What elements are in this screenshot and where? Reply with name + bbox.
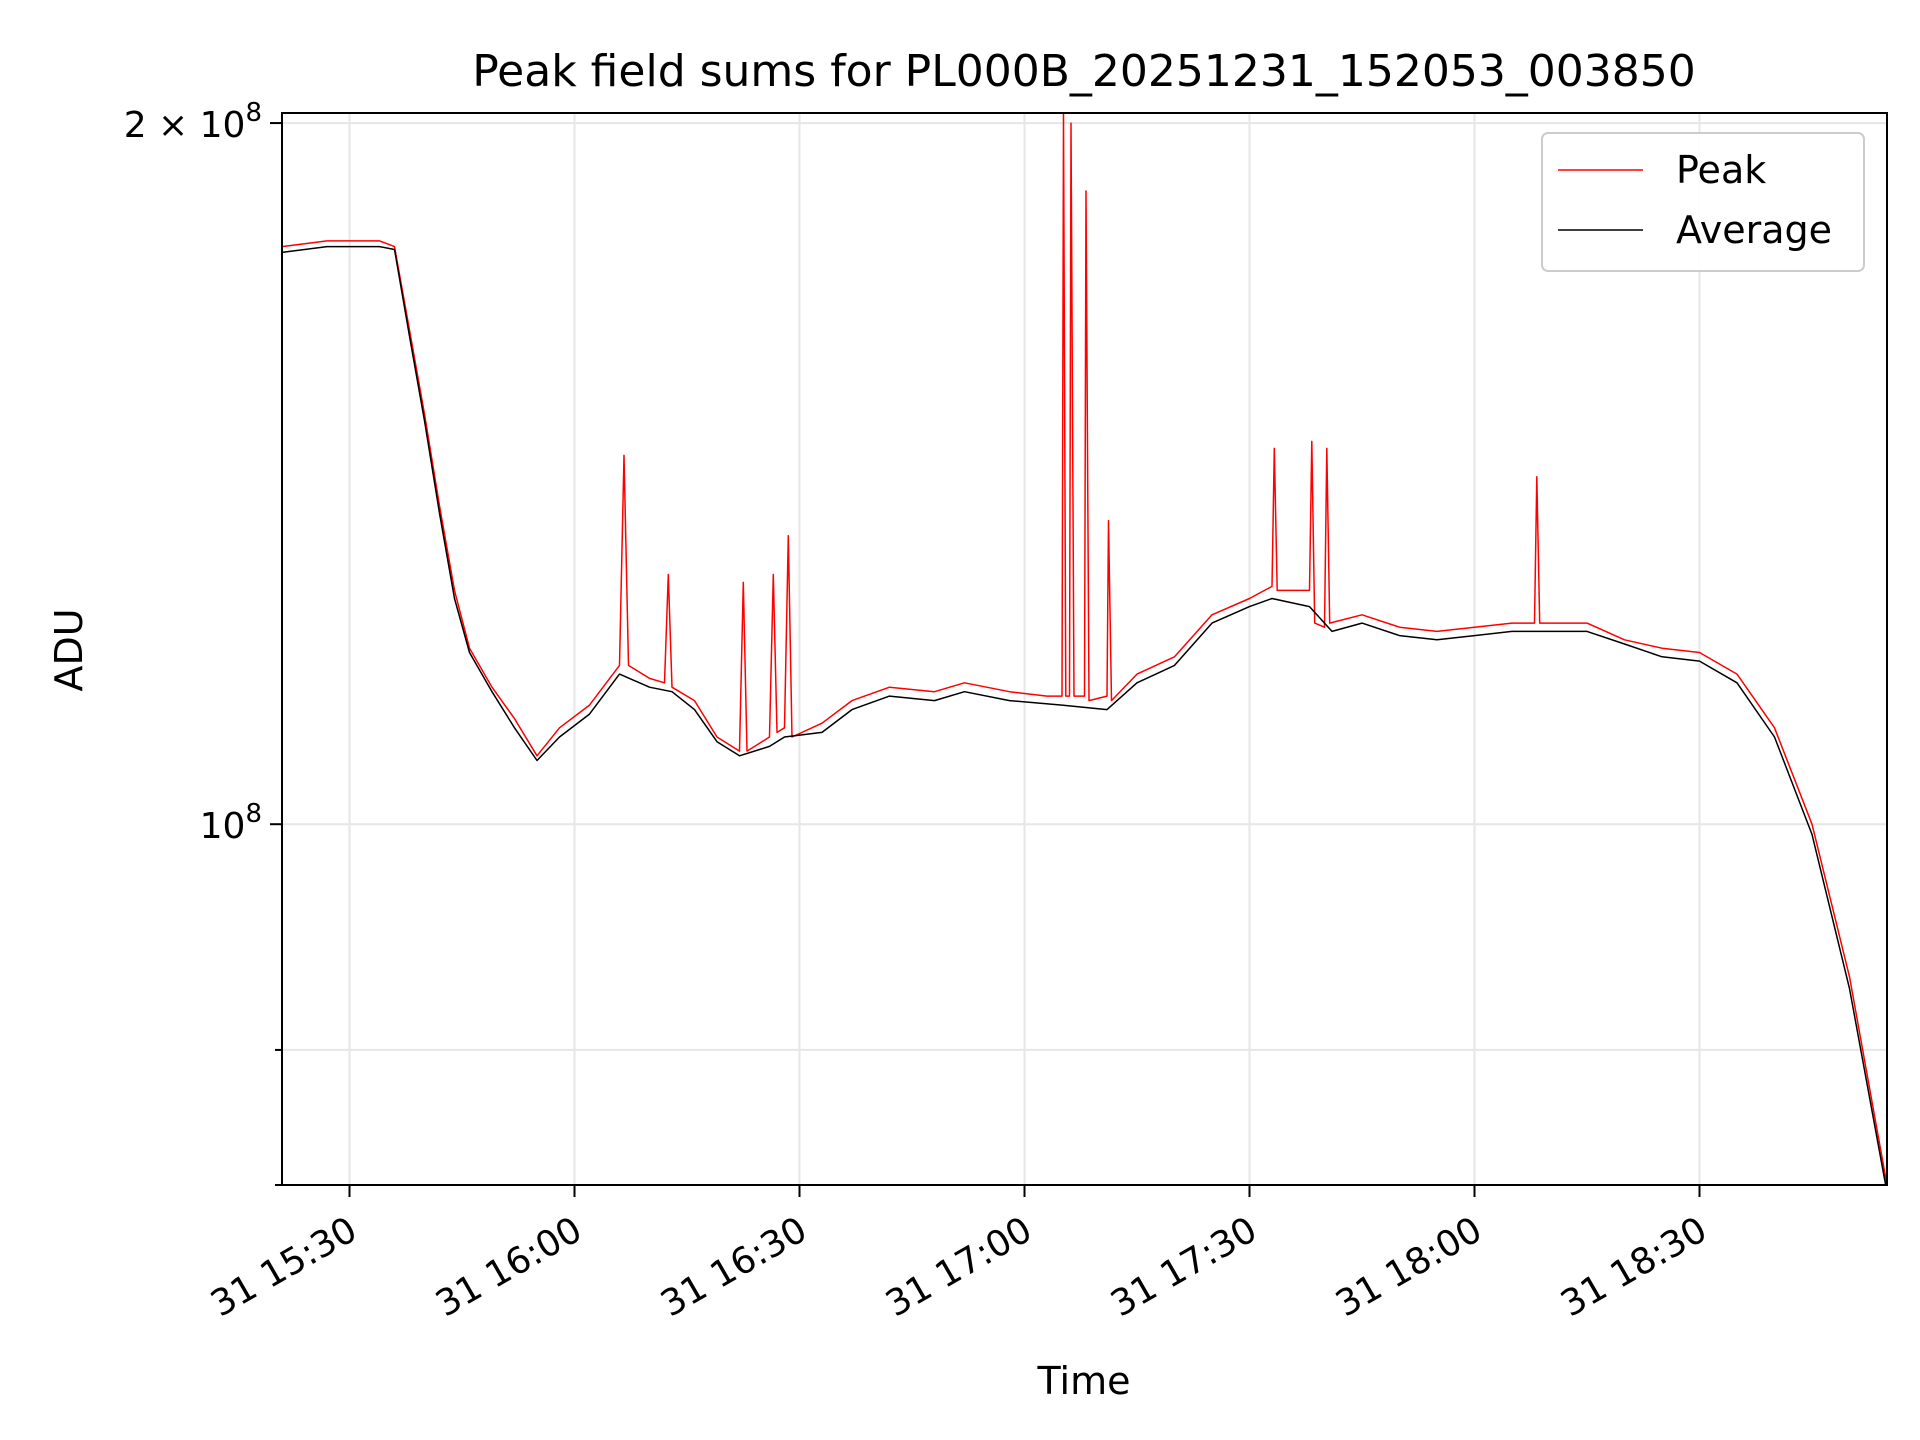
series-line-average (282, 245, 1887, 1185)
plot-frame (281, 112, 1888, 1186)
x-tick-label: 31 15:30 (204, 1209, 364, 1325)
series-layer (282, 113, 1887, 1185)
y-tick-label: 2 × 108 (124, 98, 262, 146)
x-tick-label: 31 18:00 (1329, 1209, 1489, 1325)
x-tick-label: 31 16:30 (654, 1209, 814, 1325)
x-tick-label: 31 17:30 (1104, 1209, 1264, 1325)
legend-label-peak: Peak (1676, 148, 1766, 192)
chart-title: Peak field sums for PL000B_20251231_1520… (472, 46, 1696, 97)
series-line-peak (282, 113, 1887, 1185)
x-tick-label: 31 16:00 (429, 1209, 589, 1325)
y-axis: 108 2 × 108 (124, 98, 282, 1186)
legend: Peak Average (1541, 132, 1865, 272)
x-axis: 31 15:30 31 16:00 31 16:30 31 17:00 31 17:30… (204, 1185, 1714, 1325)
legend-box (1541, 132, 1865, 272)
x-axis-label: Time (1037, 1359, 1131, 1403)
legend-label-average: Average (1676, 208, 1832, 252)
x-tick-label: 31 17:00 (879, 1209, 1039, 1325)
y-tick-label: 108 (200, 799, 262, 847)
y-axis-label: ADU (47, 608, 91, 691)
x-tick-label: 31 18:30 (1554, 1209, 1714, 1325)
